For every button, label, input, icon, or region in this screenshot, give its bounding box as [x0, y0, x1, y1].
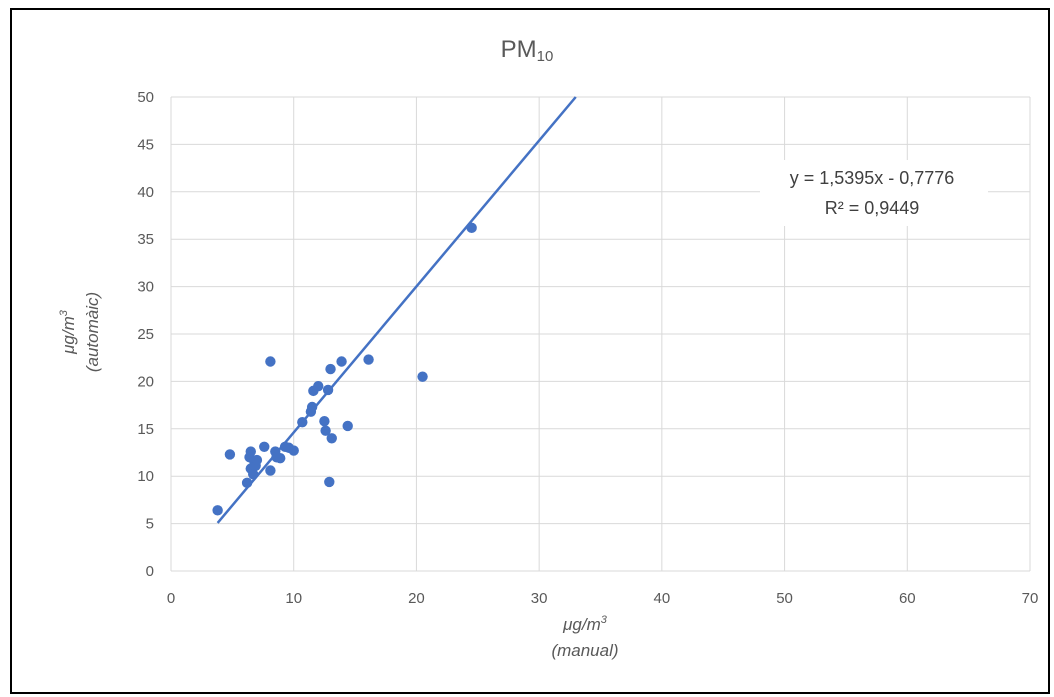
- data-point: [325, 363, 336, 375]
- y-tick-label: 10: [137, 468, 154, 485]
- x-tick-label: 40: [654, 590, 671, 607]
- y-axis-title-unit: μg/m: [59, 316, 78, 355]
- data-point: [313, 380, 324, 392]
- equation-backdrop: [760, 160, 988, 226]
- chart-frame: [10, 8, 1050, 694]
- data-point: [259, 441, 270, 453]
- x-tick-label: 30: [531, 590, 548, 607]
- x-tick-label: 0: [167, 590, 175, 607]
- chart-title: PM10: [0, 36, 1054, 65]
- grid-lines: [170, 96, 1031, 572]
- x-tick-label: 10: [285, 590, 302, 607]
- data-point: [248, 469, 259, 480]
- tick-labels: 0 5 10 15 20 25 30 35 40 45 50 0 10 20 30 40 50 60 70: [137, 89, 1038, 607]
- data-point: [212, 505, 223, 516]
- y-axis-title: μg/m3: [58, 309, 78, 355]
- y-tick-label: 45: [137, 136, 154, 153]
- y-tick-label: 40: [137, 184, 154, 201]
- trendline-r-squared: R² = 0,9449: [825, 198, 920, 218]
- trendline: [216, 96, 577, 524]
- data-point: [324, 476, 335, 488]
- y-tick-label: 30: [137, 279, 154, 296]
- x-axis-title: μg/m3: [562, 614, 608, 634]
- data-point: [245, 446, 256, 457]
- y-tick-label: 35: [137, 231, 154, 248]
- data-point: [224, 449, 236, 460]
- x-tick-label: 50: [776, 590, 793, 607]
- y-axis-title-line2: (automàic): [83, 292, 102, 372]
- x-axis-title-line2: (manual): [551, 641, 618, 660]
- data-point: [251, 454, 263, 466]
- y-tick-label: 20: [137, 373, 154, 390]
- x-axis-title-unit: μg/m: [562, 615, 601, 634]
- x-tick-label: 70: [1022, 590, 1039, 607]
- trendline-equation: y = 1,5395x - 0,7776: [790, 168, 955, 188]
- data-point: [288, 445, 299, 456]
- data-point: [322, 384, 334, 396]
- chart-title-subscript: 10: [536, 48, 554, 65]
- data-point: [363, 354, 374, 365]
- data-point: [241, 477, 253, 489]
- data-point: [336, 356, 347, 367]
- chart-title-text: PM: [500, 36, 537, 63]
- data-point: [275, 452, 286, 464]
- data-point: [319, 416, 330, 427]
- y-tick-label: 5: [146, 516, 154, 533]
- y-axis-title-sup: 3: [58, 309, 70, 316]
- data-points: [212, 222, 477, 516]
- data-point: [297, 416, 308, 428]
- x-tick-label: 20: [408, 590, 425, 607]
- data-point: [417, 371, 428, 382]
- trendline-group: [216, 96, 577, 524]
- data-point: [342, 420, 353, 432]
- y-axis-title-group: μg/m3 (automàic): [58, 292, 102, 372]
- y-tick-label: 0: [146, 563, 154, 580]
- x-tick-label: 60: [899, 590, 916, 607]
- data-point: [326, 433, 337, 444]
- x-axis-title-sup: 3: [601, 614, 608, 626]
- data-point: [306, 401, 318, 413]
- data-point: [320, 425, 331, 436]
- data-point: [265, 356, 276, 367]
- data-point: [466, 222, 477, 234]
- y-tick-label: 50: [137, 89, 154, 106]
- y-tick-label: 25: [137, 326, 154, 343]
- y-tick-label: 15: [137, 421, 154, 438]
- data-point: [265, 465, 276, 476]
